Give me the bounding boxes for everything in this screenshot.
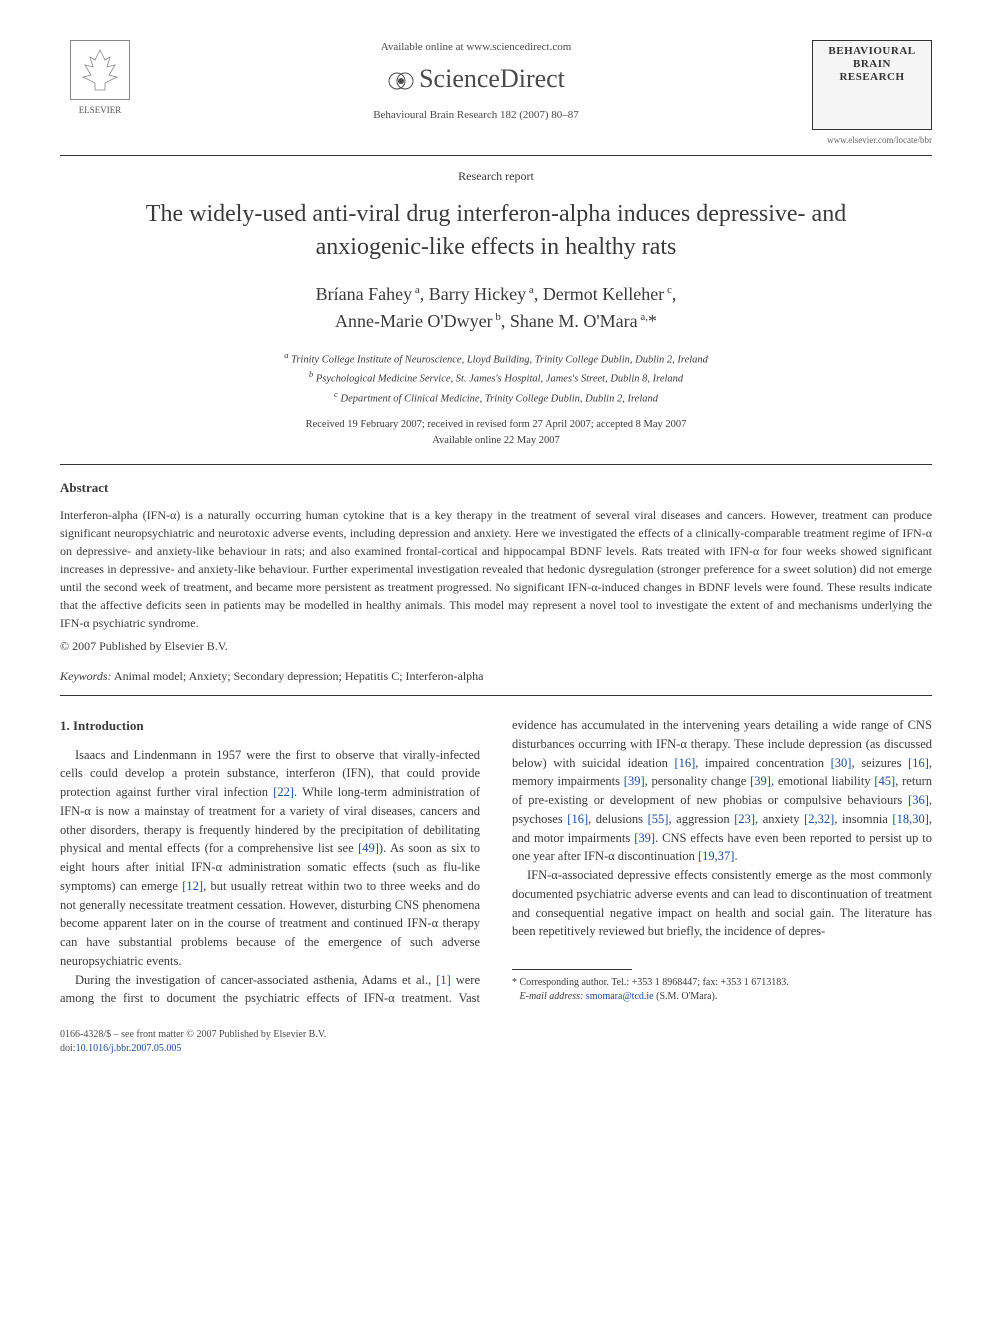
ref-39a[interactable]: [39] bbox=[624, 774, 645, 788]
corresponding-author: * Corresponding author. Tel.: +353 1 896… bbox=[512, 976, 932, 990]
journal-url: www.elsevier.com/locate/bbr bbox=[812, 134, 932, 147]
intro-heading: 1. Introduction bbox=[60, 716, 480, 736]
ref-49[interactable]: [49] bbox=[358, 841, 379, 855]
email-line: E-mail address: smomara@tcd.ie (S.M. O'M… bbox=[512, 990, 932, 1004]
ref-12[interactable]: [12] bbox=[182, 879, 203, 893]
header-row: ELSEVIER Available online at www.science… bbox=[60, 40, 932, 147]
ref-18-30[interactable]: [18,30] bbox=[892, 812, 928, 826]
affiliations: a Trinity College Institute of Neuroscie… bbox=[60, 349, 932, 407]
journal-title-2: BRAIN bbox=[853, 58, 891, 70]
ref-22[interactable]: [22] bbox=[273, 785, 294, 799]
abstract-bottom-rule bbox=[60, 695, 932, 696]
abstract-top-rule bbox=[60, 464, 932, 465]
email-label: E-mail address: bbox=[520, 991, 584, 1002]
center-header: Available online at www.sciencedirect.co… bbox=[140, 40, 812, 123]
keywords-text: Animal model; Anxiety; Secondary depress… bbox=[114, 669, 484, 683]
ref-36[interactable]: [36] bbox=[908, 793, 929, 807]
platform-name: ScienceDirect bbox=[419, 64, 565, 93]
journal-title-1: BEHAVIOURAL bbox=[828, 45, 915, 57]
ref-16c[interactable]: [16] bbox=[567, 812, 588, 826]
available-online-text: Available online at www.sciencedirect.co… bbox=[140, 40, 812, 55]
doi-label: doi: bbox=[60, 1043, 76, 1054]
ref-45[interactable]: [45] bbox=[874, 774, 895, 788]
keywords: Keywords: Animal model; Anxiety; Seconda… bbox=[60, 668, 932, 685]
intro-paragraph-3: IFN-α-associated depressive effects cons… bbox=[512, 866, 932, 941]
abstract-text: Interferon-alpha (IFN-α) is a naturally … bbox=[60, 506, 932, 632]
ref-55[interactable]: [55] bbox=[648, 812, 669, 826]
article-dates: Received 19 February 2007; received in r… bbox=[60, 417, 932, 449]
ref-30a[interactable]: [30] bbox=[831, 756, 852, 770]
journal-cover-block: BEHAVIOURAL BRAIN RESEARCH www.elsevier.… bbox=[812, 40, 932, 147]
ref-2-32[interactable]: [2,32] bbox=[804, 812, 834, 826]
citation-line: Behavioural Brain Research 182 (2007) 80… bbox=[140, 108, 812, 123]
intro-paragraph-1: Isaacs and Lindenmann in 1957 were the f… bbox=[60, 746, 480, 971]
ref-16a[interactable]: [16] bbox=[674, 756, 695, 770]
authors: Bríana Fahey a, Barry Hickey a, Dermot K… bbox=[60, 281, 932, 335]
ref-19-37[interactable]: [19,37] bbox=[698, 849, 734, 863]
received-date: Received 19 February 2007; received in r… bbox=[306, 419, 687, 430]
ref-16b[interactable]: [16] bbox=[908, 756, 929, 770]
ref-1[interactable]: [1] bbox=[436, 973, 451, 987]
online-date: Available online 22 May 2007 bbox=[432, 435, 560, 446]
keywords-label: Keywords: bbox=[60, 669, 112, 683]
ref-39c[interactable]: [39] bbox=[634, 831, 655, 845]
issn-line: 0166-4328/$ – see front matter © 2007 Pu… bbox=[60, 1029, 326, 1040]
copyright-line: © 2007 Published by Elsevier B.V. bbox=[60, 638, 932, 655]
publisher-logo: ELSEVIER bbox=[60, 40, 140, 117]
publisher-name: ELSEVIER bbox=[60, 104, 140, 117]
footer: 0166-4328/$ – see front matter © 2007 Pu… bbox=[60, 1028, 932, 1056]
affil-b: Psychological Medicine Service, St. Jame… bbox=[316, 374, 683, 385]
email-address[interactable]: smomara@tcd.ie bbox=[586, 991, 654, 1002]
header-rule bbox=[60, 155, 932, 156]
sciencedirect-logo: ScienceDirect bbox=[140, 61, 812, 97]
abstract-heading: Abstract bbox=[60, 479, 932, 497]
footnote-rule bbox=[512, 969, 632, 970]
email-who: (S.M. O'Mara). bbox=[656, 991, 717, 1002]
article-type: Research report bbox=[60, 168, 932, 185]
elsevier-tree-icon bbox=[70, 40, 130, 100]
affil-c: Department of Clinical Medicine, Trinity… bbox=[341, 393, 659, 404]
journal-cover: BEHAVIOURAL BRAIN RESEARCH bbox=[812, 40, 932, 130]
article-title: The widely-used anti-viral drug interfer… bbox=[100, 198, 892, 263]
journal-title-3: RESEARCH bbox=[839, 71, 904, 83]
ref-39b[interactable]: [39] bbox=[750, 774, 771, 788]
body-columns: 1. Introduction Isaacs and Lindenmann in… bbox=[60, 716, 932, 1008]
ref-23[interactable]: [23] bbox=[734, 812, 755, 826]
doi-link[interactable]: 10.1016/j.bbr.2007.05.005 bbox=[76, 1043, 182, 1054]
affil-a: Trinity College Institute of Neuroscienc… bbox=[291, 355, 708, 366]
